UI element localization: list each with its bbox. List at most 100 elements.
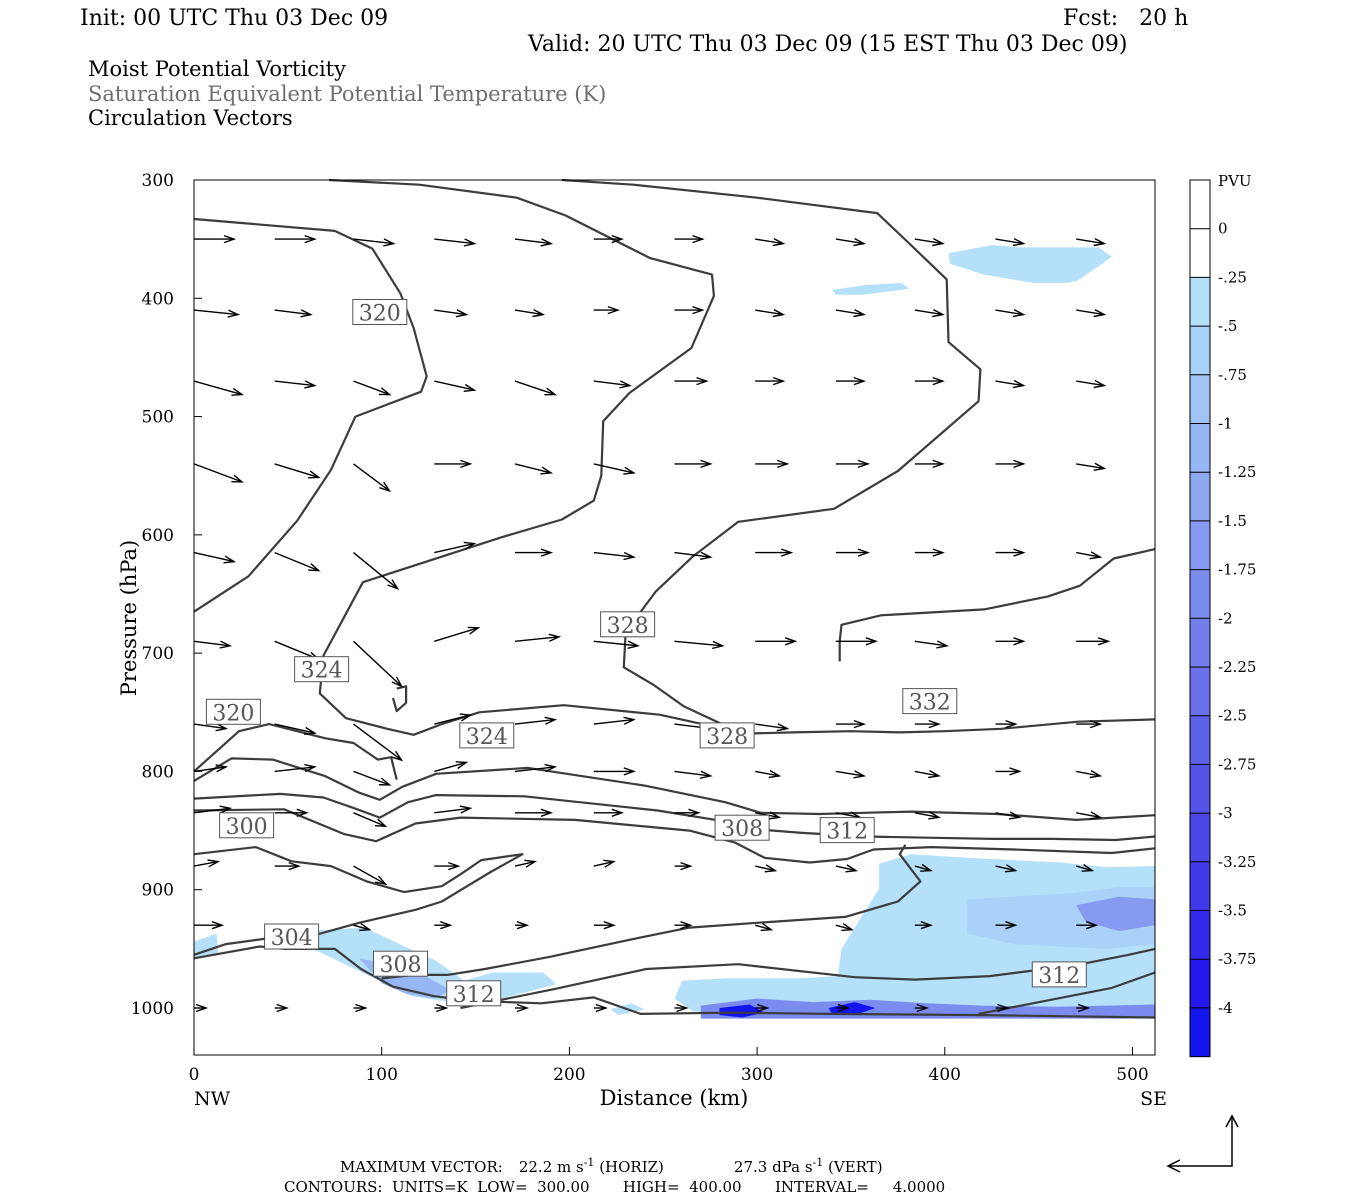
- theta-e-contour: [838, 548, 1156, 662]
- theta-e-contour: [193, 808, 1156, 864]
- vector-arrowhead: [1005, 921, 1018, 930]
- vector-arrowhead: [680, 861, 693, 871]
- vector-arrowhead: [304, 726, 317, 735]
- field-title-mpv: Moist Potential Vorticity: [88, 57, 346, 81]
- vector-arrowhead: [378, 777, 392, 786]
- vert-exponent: -1: [813, 1156, 824, 1169]
- vector-arrowhead: [459, 805, 473, 814]
- theta-e-contour: [978, 971, 1156, 1015]
- x-end-label-nw: NW: [194, 1088, 231, 1110]
- vector-arrowhead: [532, 308, 546, 318]
- vector-arrowhead: [379, 481, 392, 493]
- vector-arrowhead: [1013, 637, 1026, 646]
- contour-label-box: [459, 722, 515, 749]
- vector-arrowhead: [276, 1003, 289, 1013]
- contour-label: 300: [226, 815, 268, 840]
- vector-arrowhead: [603, 859, 616, 868]
- circulation-vector: [593, 551, 634, 558]
- colorbar-segment: [1190, 764, 1210, 814]
- vector-arrowhead: [772, 308, 786, 318]
- vector-arrowhead: [853, 770, 866, 779]
- circulation-vector: [193, 766, 227, 773]
- circulation-vector: [755, 309, 784, 316]
- vector-arrowhead: [928, 769, 941, 779]
- vector-arrowhead: [211, 921, 225, 930]
- colorbar-label: -3.75: [1218, 950, 1256, 968]
- pv-region: [832, 282, 910, 295]
- circulation-vector: [353, 463, 390, 492]
- vector-arrowhead: [764, 864, 778, 873]
- circulation-vector: [835, 924, 853, 931]
- vector-arrowhead: [436, 1003, 449, 1013]
- vert-suffix: (VERT): [823, 1158, 882, 1176]
- y-tick-label: 800: [142, 762, 174, 782]
- circulation-vector: [514, 860, 536, 867]
- vector-arrowhead: [853, 237, 866, 247]
- vector-arrowhead: [1005, 719, 1018, 729]
- y-tick-label: 600: [142, 526, 174, 546]
- vector-arrowhead: [699, 551, 713, 560]
- circulation-vector: [193, 551, 235, 563]
- vector-arrowhead: [374, 875, 388, 886]
- colorbar-segment: [1190, 618, 1210, 668]
- contour-label: 312: [826, 820, 868, 845]
- contour-label-box: [352, 299, 408, 325]
- circulation-vector: [755, 865, 776, 872]
- vector-arrowhead: [1089, 719, 1103, 729]
- vector-arrowhead: [768, 811, 782, 820]
- vector-arrowhead: [440, 921, 453, 930]
- circulation-vector: [353, 770, 390, 786]
- vector-arrowhead: [1089, 769, 1103, 779]
- colorbar-label: -2.25: [1218, 658, 1256, 676]
- vector-arrowhead: [916, 1003, 929, 1013]
- circulation-vector: [434, 309, 467, 316]
- circulation-vector: [514, 636, 560, 642]
- contour-label: 324: [466, 725, 508, 750]
- circulation-vector: [755, 924, 772, 931]
- circulation-vector: [193, 640, 231, 647]
- y-axis-title: Pressure (hPa): [117, 540, 141, 696]
- reference-vector-icon: [1166, 1114, 1239, 1173]
- circulation-vector: [514, 380, 556, 396]
- vector-arrowhead: [455, 761, 469, 770]
- pv-colorbar: 0 -.25 -.5 -.75 -1 -1.25 -1.5 -1.75 -2 -2.25 -2.5 -…: [1189, 179, 1256, 1058]
- circulation-vector: [995, 865, 1016, 872]
- y-tick-label: 700: [142, 644, 174, 664]
- vector-arrowhead: [692, 305, 705, 315]
- contour-label-box: [819, 817, 875, 844]
- vector-arrowhead: [688, 808, 701, 817]
- vector-arrowhead: [1089, 551, 1103, 560]
- circulation-vector: [995, 238, 1024, 245]
- colorbar-segment: [1190, 423, 1210, 473]
- circulation-vector: [1076, 551, 1101, 558]
- circulation-vector: [1076, 380, 1105, 387]
- vector-arrowhead: [1013, 548, 1026, 557]
- colorbar-label: -2: [1218, 609, 1233, 627]
- valid-time: Valid: 20 UTC Thu 03 Dec 09 (15 EST Thu …: [527, 32, 1127, 57]
- circulation-vector: [593, 463, 634, 474]
- circulation-vector: [995, 309, 1024, 316]
- colorbar-label: -.75: [1218, 366, 1247, 384]
- circulation-vector: [1076, 463, 1105, 470]
- vector-arrowhead: [540, 238, 554, 247]
- pv-region: [719, 1004, 765, 1018]
- circulation-vector: [593, 860, 614, 867]
- colorbar-label: -3: [1218, 804, 1233, 822]
- vector-arrowhead: [857, 459, 871, 469]
- vector-arrowhead: [459, 713, 473, 722]
- pv-region: [1076, 896, 1155, 932]
- circulation-vector: [514, 463, 552, 474]
- circulation-vector: [434, 542, 475, 554]
- circulation-vector: [835, 238, 865, 245]
- vector-arrowhead: [841, 923, 854, 932]
- vector-arrowhead: [195, 1003, 209, 1013]
- x-end-label-se: SE: [1140, 1088, 1167, 1110]
- colorbar-label: -1.5: [1218, 512, 1247, 530]
- circulation-vector: [193, 309, 239, 316]
- colorbar-segment: [1190, 374, 1210, 424]
- vector-arrowhead: [463, 383, 477, 392]
- contour-label: 308: [721, 817, 763, 842]
- colorbar-label: -2.5: [1218, 707, 1247, 725]
- colorbar-label: -2.75: [1218, 755, 1256, 773]
